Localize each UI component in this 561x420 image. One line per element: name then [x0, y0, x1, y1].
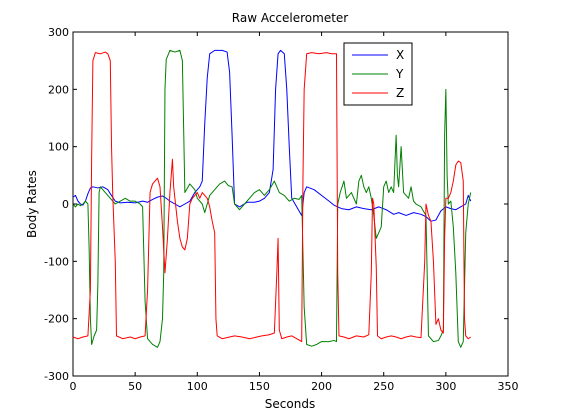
y-tick-label: -200 — [44, 313, 69, 326]
x-tick-label: 250 — [373, 380, 394, 393]
x-tick-label: 50 — [128, 380, 142, 393]
legend: XYZ — [343, 42, 413, 106]
x-axis-label: Seconds — [265, 397, 315, 411]
y-tick-label: -300 — [44, 370, 69, 383]
y-axis-label: Body Rates — [25, 170, 39, 238]
tick-layer: 0 50 100 150 200 250 300 350 -300 -200 -100 0 100 200… — [44, 26, 518, 393]
y-tick-label: 300 — [48, 26, 69, 39]
plot-area — [72, 31, 509, 377]
series-line-x — [72, 49, 472, 222]
y-tick-label: 100 — [48, 141, 69, 154]
y-tick-label: 0 — [62, 198, 69, 211]
x-tick-label: 100 — [187, 380, 208, 393]
y-tick-label: -100 — [44, 255, 69, 268]
chart-title: Raw Accelerometer — [232, 11, 349, 25]
x-tick-label: 350 — [498, 380, 519, 393]
legend-label-x: X — [396, 48, 404, 62]
x-tick-label: 300 — [435, 380, 456, 393]
x-tick-label: 150 — [249, 380, 270, 393]
x-tick-label: 0 — [70, 380, 77, 393]
legend-label-z: Z — [396, 86, 404, 100]
y-tick-label: 200 — [48, 83, 69, 96]
series-line-z — [72, 51, 471, 343]
series-line-y — [72, 49, 472, 348]
series-layer — [72, 49, 472, 348]
legend-label-y: Y — [395, 67, 404, 81]
x-tick-label: 200 — [311, 380, 332, 393]
